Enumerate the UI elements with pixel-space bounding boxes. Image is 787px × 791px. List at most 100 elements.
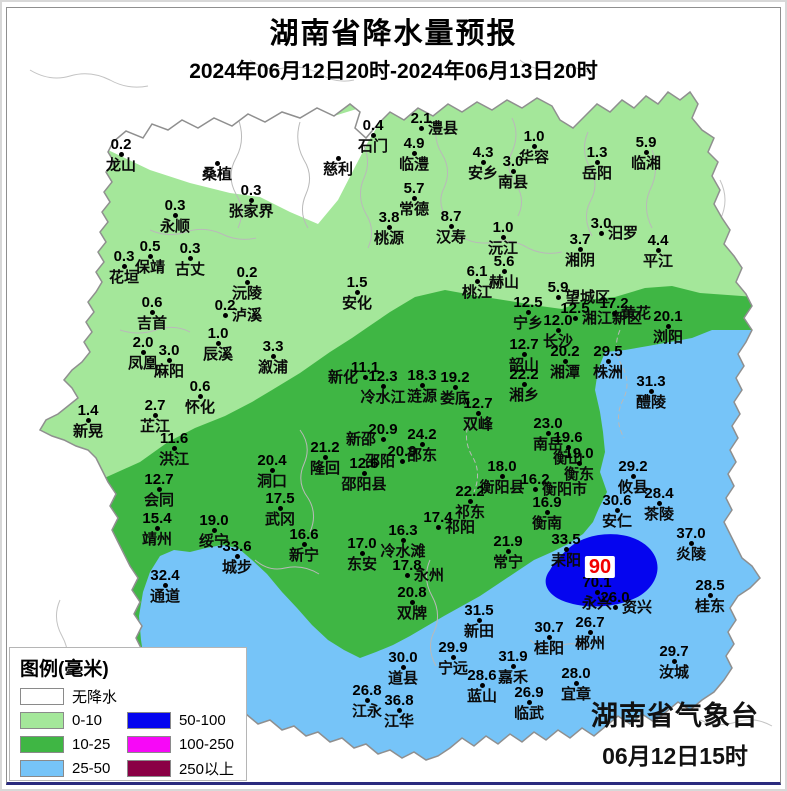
station-dot-icon (644, 150, 649, 155)
station-dot-icon (574, 681, 579, 686)
legend-item: 50-100 (126, 708, 236, 732)
station-name: 邵阳县 (341, 476, 387, 493)
station-value: 30.7 (534, 619, 564, 636)
station-name: 保靖 (134, 259, 166, 276)
station-name: 常宁 (492, 554, 524, 571)
station-name: 双峰 (462, 416, 494, 433)
station-dot-icon (475, 279, 480, 284)
station-dot-icon (157, 487, 162, 492)
station-value: 12.7 (509, 336, 539, 353)
station-dot-icon (86, 418, 91, 423)
station-dot-icon (547, 635, 552, 640)
station-name: 长沙 (542, 333, 574, 350)
station-dot-icon (397, 708, 402, 713)
station-value: 37.0 (676, 525, 706, 542)
station-dot-icon (400, 459, 405, 464)
station-dot-icon (119, 152, 124, 157)
station-name: 溆浦 (257, 359, 289, 376)
issue-time: 06月12日15时 (602, 743, 748, 769)
station-name: 茶陵 (643, 506, 675, 523)
station-value: 33.6 (222, 538, 252, 555)
station-name: 澧县 (428, 120, 459, 137)
station-value: 17.8 (392, 557, 422, 574)
station-name: 双牌 (396, 605, 428, 622)
legend-item: 10-25 (20, 732, 119, 756)
station-dot-icon (360, 551, 365, 556)
station-dot-icon (595, 160, 600, 165)
station-value: 0.3 (113, 248, 135, 265)
station-value: 26.9 (514, 684, 544, 701)
station-value: 19.0 (199, 512, 229, 529)
station-dot-icon (436, 525, 441, 530)
station-value: 11.6 (159, 430, 189, 447)
station-value: 26.8 (352, 682, 382, 699)
station-dot-icon (532, 144, 537, 149)
station-value: 26.0 (600, 589, 630, 606)
zone-no-rain (108, 108, 380, 224)
station-dot-icon (249, 198, 254, 203)
station-value: 20.1 (653, 308, 683, 325)
station-value: 31.3 (636, 373, 666, 390)
station-value: 0.2 (214, 297, 236, 314)
station-name: 冷水滩 (380, 543, 426, 560)
station-name: 祁东 (454, 504, 486, 521)
station-name: 江永 (351, 703, 383, 720)
station-value: 1.0 (207, 325, 229, 342)
station-name: 衡南 (531, 515, 563, 532)
station-value: 5.9 (547, 279, 569, 296)
legend-grid: 无降水 0-10 10-25 25-50 50-100 100-250 250以上 (20, 684, 236, 780)
station-value: 1.3 (586, 144, 608, 161)
station-dot-icon (235, 554, 240, 559)
station-dot-icon (198, 394, 203, 399)
station-value: 5.9 (635, 134, 657, 151)
station-dot-icon (578, 247, 583, 252)
station-dot-icon (500, 474, 505, 479)
station-value: 12.0 (543, 312, 573, 329)
station-dot-icon (371, 133, 376, 138)
station-dot-icon (363, 375, 368, 380)
station-name: 临武 (513, 705, 545, 722)
station-dot-icon (502, 269, 507, 274)
station-value: 16.9 (532, 494, 562, 511)
station-dot-icon (573, 316, 578, 321)
station-dot-icon (449, 224, 454, 229)
station-value: 2.0 (132, 334, 154, 351)
station-value: 5.7 (403, 180, 425, 197)
station-name: 江华 (383, 713, 415, 730)
station-dot-icon (401, 538, 406, 543)
station-dot-icon (577, 461, 582, 466)
station-value: 20.9 (368, 421, 398, 438)
station-name: 泸溪 (232, 307, 263, 324)
legend-swatch (20, 711, 64, 729)
station-name: 耒阳 (550, 552, 582, 569)
station-dot-icon (216, 341, 221, 346)
station-value: 16.3 (388, 522, 418, 539)
station-value: 12.5 (513, 294, 543, 311)
station-value: 30.6 (602, 492, 632, 509)
station-dot-icon (381, 437, 386, 442)
station-value: 4.9 (403, 135, 425, 152)
station-dot-icon (689, 541, 694, 546)
legend-title: 图例(毫米) (20, 659, 109, 680)
station-value: 3.0 (158, 342, 180, 359)
max-value-badge: 90 (584, 556, 616, 578)
station-dot-icon (365, 698, 370, 703)
station-name: 汉寿 (435, 229, 467, 246)
station-value: 6.1 (466, 263, 488, 280)
station-dot-icon (278, 506, 283, 511)
station-value: 12.6 (349, 455, 379, 472)
station-value: 17.4 (423, 509, 453, 526)
station-value: 28.0 (561, 665, 591, 682)
station-dot-icon (323, 455, 328, 460)
legend-swatch (126, 735, 171, 753)
station-name: 永兴 (581, 595, 613, 612)
station-dot-icon (613, 605, 618, 610)
legend-item: 25-50 (20, 756, 119, 780)
station-name: 凤凰 (127, 355, 159, 372)
station-value: 21.9 (493, 533, 523, 550)
legend-label: 100-250 (178, 735, 235, 753)
station-name: 娄底 (439, 390, 471, 407)
station-dot-icon (612, 311, 617, 316)
station-name: 衡阳县 (479, 479, 525, 496)
